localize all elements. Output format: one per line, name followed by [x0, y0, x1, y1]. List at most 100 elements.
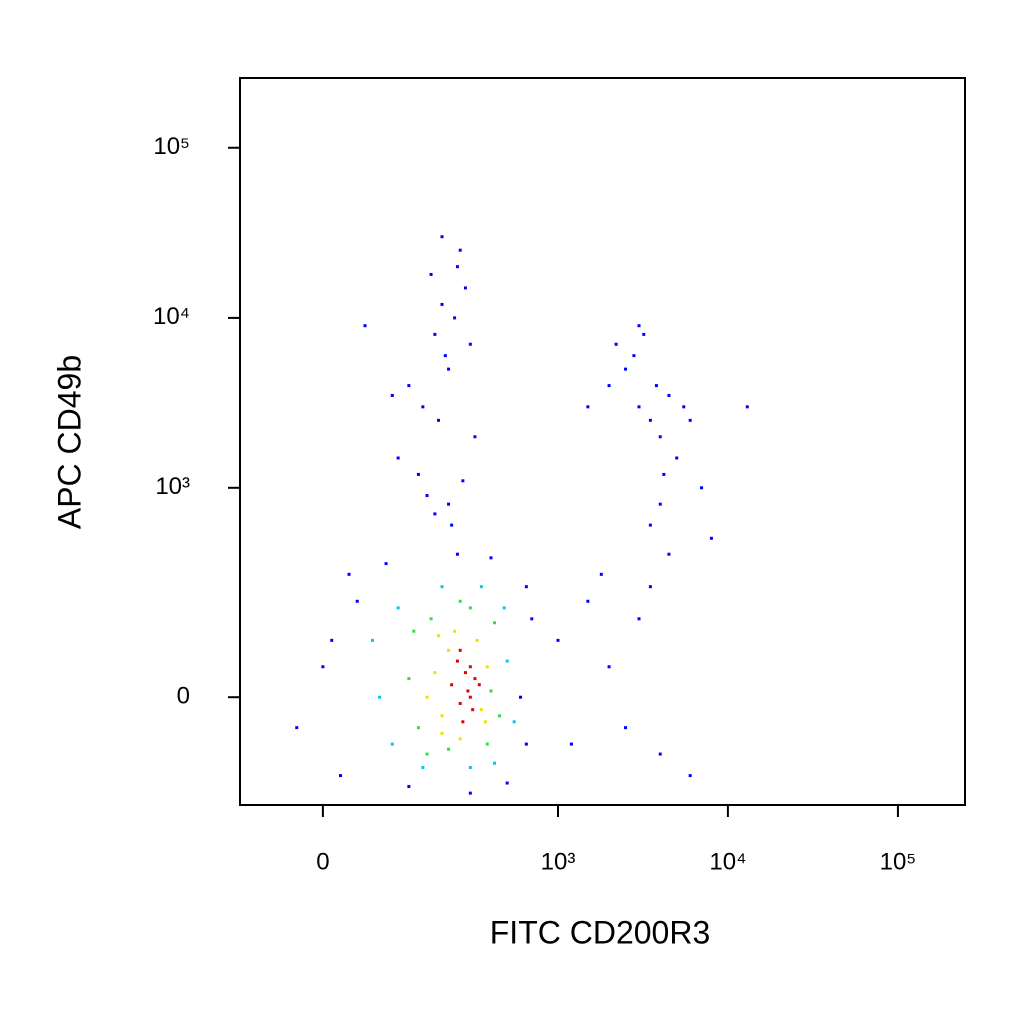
point [475, 638, 479, 642]
point [682, 405, 686, 409]
point [468, 342, 472, 346]
point [586, 405, 590, 409]
point [688, 418, 692, 422]
point [524, 585, 528, 589]
point [518, 695, 522, 699]
point [530, 617, 534, 621]
x-axis-title: FITC CD200R3 [490, 914, 711, 950]
point [493, 761, 497, 765]
point [479, 708, 483, 712]
point [569, 742, 573, 746]
point [295, 726, 299, 730]
point [607, 665, 611, 669]
plot-frame [239, 77, 966, 806]
point [429, 272, 433, 276]
point [485, 665, 489, 669]
point [675, 456, 679, 460]
point [390, 393, 394, 397]
point [425, 695, 429, 699]
point [447, 747, 451, 751]
point [453, 629, 457, 633]
point [524, 742, 528, 746]
point [390, 742, 394, 746]
point [355, 599, 359, 603]
point [447, 648, 451, 652]
point [407, 785, 411, 789]
point [429, 617, 433, 621]
point [407, 384, 411, 388]
point [468, 695, 472, 699]
point [455, 659, 459, 663]
point [433, 671, 437, 675]
point [440, 302, 444, 306]
point [443, 354, 447, 358]
point [648, 523, 652, 527]
point [363, 324, 367, 328]
point [330, 638, 334, 642]
point [440, 714, 444, 718]
point [745, 405, 749, 409]
point [637, 617, 641, 621]
x-tick-label: 10⁵ [880, 848, 917, 875]
point [437, 418, 441, 422]
point [607, 384, 611, 388]
point [473, 677, 477, 681]
point [658, 435, 662, 439]
point [437, 634, 441, 638]
point [637, 324, 641, 328]
y-tick-label: 0 [177, 683, 190, 710]
point [412, 629, 416, 633]
point [485, 742, 489, 746]
point [421, 405, 425, 409]
point [461, 720, 465, 724]
point [632, 354, 636, 358]
point [463, 286, 467, 290]
point [624, 726, 628, 730]
point [458, 248, 462, 252]
x-tick-label: 10⁴ [709, 848, 746, 875]
point [471, 708, 475, 712]
point [421, 766, 425, 770]
point [407, 677, 411, 681]
point [447, 502, 451, 506]
y-tick-label: 10⁵ [153, 133, 190, 160]
point [586, 599, 590, 603]
point [477, 683, 481, 687]
x-tick-label: 0 [316, 848, 329, 875]
point [370, 638, 374, 642]
point [505, 781, 509, 785]
point [505, 659, 509, 663]
point [667, 393, 671, 397]
y-axis-title: APC CD49b [51, 355, 87, 529]
point [654, 384, 658, 388]
point [502, 606, 506, 610]
point [461, 479, 465, 483]
point [468, 791, 472, 795]
point [709, 536, 713, 540]
point [440, 731, 444, 735]
point [700, 486, 704, 490]
point [425, 752, 429, 756]
point [662, 472, 666, 476]
point [440, 585, 444, 589]
point [396, 456, 400, 460]
point [458, 737, 462, 741]
point [450, 523, 454, 527]
point [458, 648, 462, 652]
point [614, 342, 618, 346]
point [658, 752, 662, 756]
point [468, 665, 472, 669]
point [447, 367, 451, 371]
point [339, 774, 343, 778]
point [512, 720, 516, 724]
point [556, 638, 560, 642]
point [489, 556, 493, 560]
point [453, 316, 457, 320]
point [624, 367, 628, 371]
point [473, 435, 477, 439]
point [416, 472, 420, 476]
point [648, 418, 652, 422]
point [489, 689, 493, 693]
y-tick-label: 10⁴ [153, 303, 190, 330]
point [425, 494, 429, 498]
